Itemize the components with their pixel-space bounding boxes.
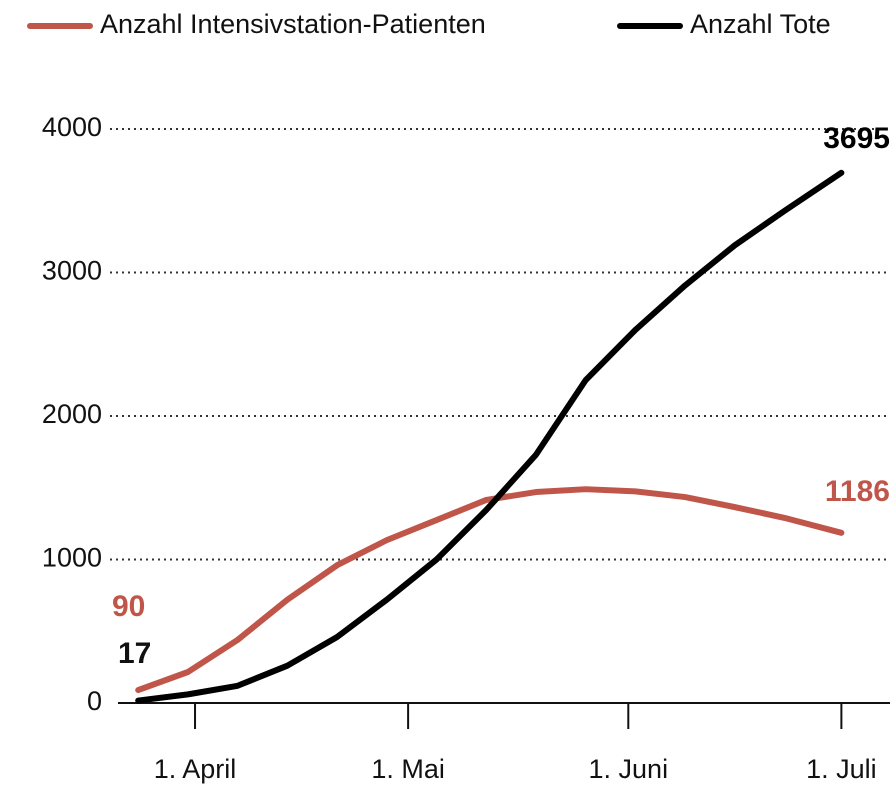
y-tick-label: 1000 [42,543,102,573]
legend-label: Anzahl Intensivstation-Patienten [100,9,486,39]
y-tick-label: 3000 [42,256,102,286]
line [135,169,845,704]
x-tick-label: 1. Juli [806,754,877,784]
legend-label: Anzahl Tote [690,9,831,39]
y-tick-label: 2000 [42,399,102,429]
y-tick-label: 0 [87,686,102,716]
value-label: 17 [118,637,151,670]
x-tick-label: 1. Juni [589,754,669,784]
x-tick-label: 1. April [154,754,237,784]
value-label: 3695 [823,122,890,155]
x-tick-label: 1. Mai [371,754,445,784]
line [135,486,845,694]
value-label: 1186 [825,475,890,508]
y-tick-label: 4000 [42,112,102,142]
value-label: 90 [112,590,145,623]
